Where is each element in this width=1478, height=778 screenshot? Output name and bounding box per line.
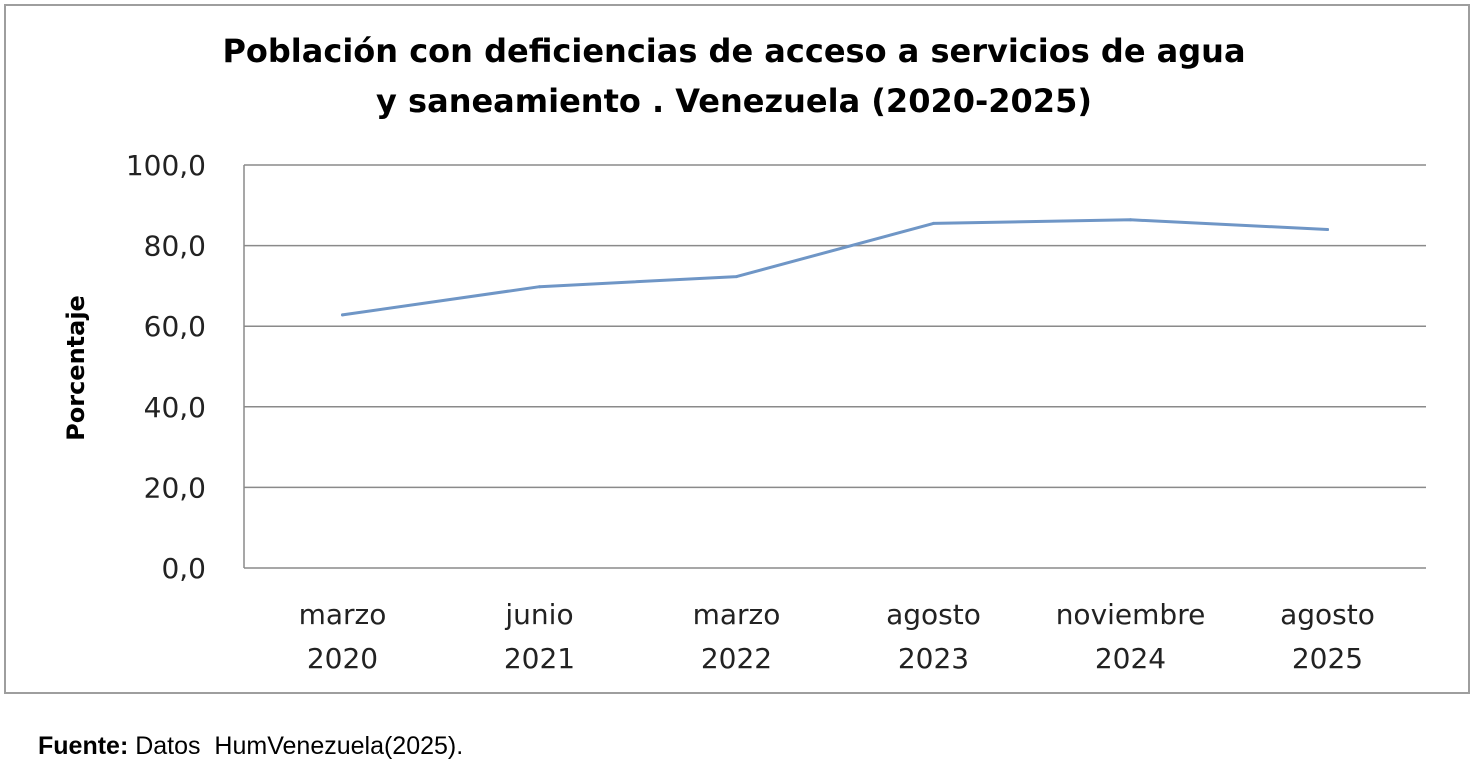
x-tick-label: 2023 bbox=[898, 642, 969, 675]
data-point bbox=[341, 313, 344, 317]
source-text: Datos HumVenezuela(2025). bbox=[128, 732, 464, 760]
x-tick-label: 2024 bbox=[1095, 642, 1166, 675]
y-tick-label: 80,0 bbox=[144, 230, 206, 263]
data-point bbox=[932, 221, 935, 225]
x-tick-label: marzo bbox=[299, 598, 387, 631]
chart-frame bbox=[4, 4, 1470, 694]
y-tick-label: 100,0 bbox=[126, 149, 206, 182]
x-tick-label: 2022 bbox=[701, 642, 772, 675]
x-tick-label: 2025 bbox=[1292, 642, 1363, 675]
x-tick-label: 2021 bbox=[504, 642, 575, 675]
chart-title-line-1: Población con deficiencias de acceso a s… bbox=[222, 32, 1245, 70]
y-tick-label: 40,0 bbox=[144, 391, 206, 424]
data-point bbox=[538, 285, 541, 289]
x-tick-label: agosto bbox=[886, 598, 981, 631]
x-tick-label: marzo bbox=[693, 598, 781, 631]
y-tick-label: 60,0 bbox=[144, 310, 206, 343]
x-tick-label: 2020 bbox=[307, 642, 378, 675]
line-chart: Población con deficiencias de acceso a s… bbox=[62, 32, 1426, 675]
x-tick-label: noviembre bbox=[1056, 598, 1206, 631]
source-note: Fuente: Datos HumVenezuela(2025). bbox=[38, 732, 463, 761]
y-tick-label: 20,0 bbox=[144, 471, 206, 504]
x-tick-label: agosto bbox=[1280, 598, 1375, 631]
data-point bbox=[735, 275, 738, 279]
data-point bbox=[1129, 218, 1132, 222]
gridlines bbox=[243, 164, 1426, 569]
series-line bbox=[341, 218, 1329, 317]
chart-title-line-2: y saneamiento . Venezuela (2020-2025) bbox=[376, 82, 1092, 120]
series-layer bbox=[341, 218, 1329, 317]
source-label: Fuente: bbox=[38, 732, 129, 760]
y-axis-label: Porcentaje bbox=[62, 295, 90, 441]
y-tick-labels: 0,0 20,0 40,0 60,0 80,0 100,0 bbox=[126, 149, 206, 585]
data-point bbox=[1326, 227, 1329, 231]
x-tick-labels: marzo 2020 junio 2021 marzo 2022 agosto 2023 nov… bbox=[299, 598, 1375, 675]
y-tick-label: 0,0 bbox=[161, 552, 206, 585]
x-tick-label: junio bbox=[504, 598, 573, 631]
